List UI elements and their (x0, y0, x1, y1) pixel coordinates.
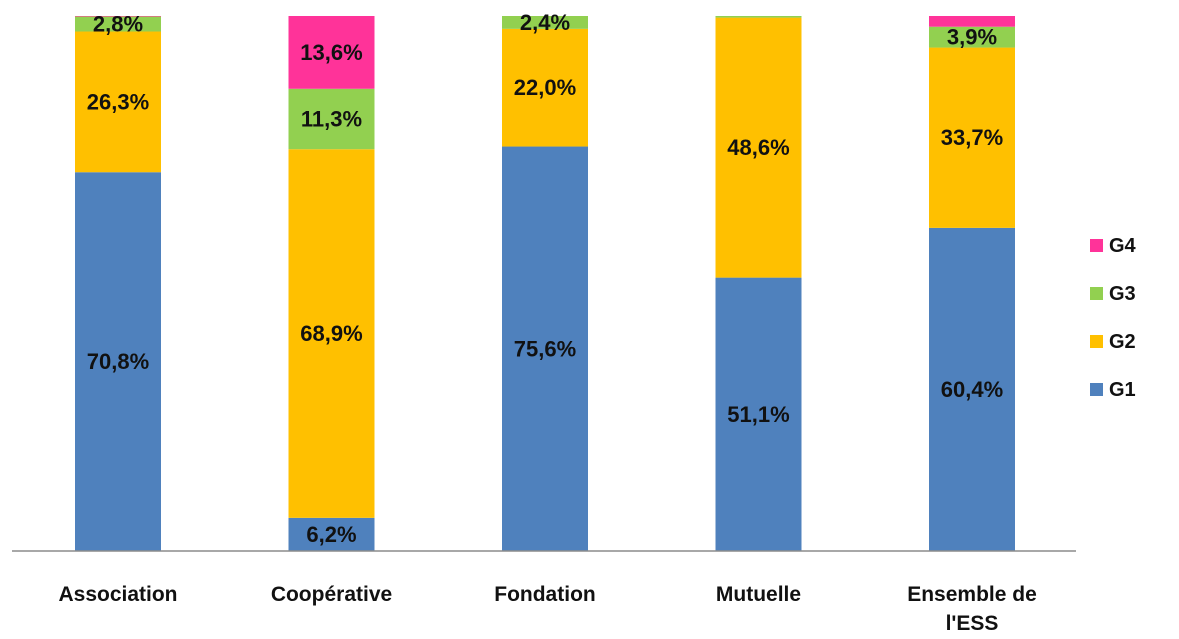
category-label-line: Coopérative (271, 583, 392, 606)
category-label-2: Fondation (494, 583, 595, 606)
data-label-g3-4: 3,9% (947, 25, 997, 50)
bars-layer (75, 16, 1015, 552)
category-label-line: l'ESS (946, 612, 999, 635)
category-label-line: Mutuelle (716, 583, 801, 606)
bar-segment-g4-4 (929, 16, 1015, 27)
bar-segment-g2-3 (715, 17, 802, 278)
category-label-1: Coopérative (271, 583, 392, 606)
bar-segment-g2-0 (75, 31, 161, 173)
data-label-g3-0: 2,8% (93, 12, 143, 37)
data-label-g2-0: 26,3% (87, 89, 149, 114)
legend-swatch-g1 (1090, 383, 1103, 396)
bar-segment-g4-1 (288, 16, 375, 89)
category-label-0: Association (58, 583, 177, 606)
bar-segment-g3-0 (75, 16, 161, 32)
bar-segment-g3-4 (929, 26, 1015, 48)
bar-segment-g1-4 (929, 227, 1015, 552)
category-label-4: Ensemble de l'ESS (907, 583, 1037, 635)
bar-segment-g2-4 (929, 47, 1015, 228)
category-labels-layer: Association Coopérative Fondation Mutuelle E… (58, 583, 1036, 635)
data-label-g1-2: 75,6% (514, 336, 576, 361)
legend-label-g4: G4 (1109, 235, 1137, 257)
legend-label-g2: G2 (1109, 331, 1136, 353)
bar-segment-g3-2 (502, 16, 588, 29)
data-label-g2-4: 33,7% (941, 125, 1003, 150)
bar-segment-g2-2 (502, 28, 588, 147)
legend-swatch-g3 (1090, 287, 1103, 300)
category-label-line: Association (58, 583, 177, 606)
data-label-g1-1: 6,2% (306, 522, 356, 547)
data-label-g3-1: 11,3% (301, 106, 362, 131)
data-label-g1-0: 70,8% (87, 349, 149, 374)
legend-label-g1: G1 (1109, 379, 1136, 401)
legend: G4 G3 G2 G1 (1090, 235, 1137, 401)
data-label-g2-1: 68,9% (300, 321, 362, 346)
bar-segment-g1-3 (715, 277, 802, 551)
legend-swatch-g2 (1090, 335, 1103, 348)
data-labels-layer: 70,8% 26,3% 2,8% 6,2% 68,9% 11,3% 13,6% 75,6% 22… (87, 10, 1003, 547)
bar-segment-g1-1 (288, 517, 375, 551)
data-label-g1-3: 51,1% (727, 402, 789, 427)
data-label-g4-1: 13,6% (300, 40, 362, 65)
data-label-g2-3: 48,6% (727, 135, 789, 160)
bar-segment-g2-1 (288, 149, 375, 518)
category-label-line: Ensemble de (907, 583, 1037, 606)
bar-segment-g4-0 (75, 16, 161, 17)
bar-segment-g3-3 (715, 16, 802, 18)
data-label-g3-2: 2,4% (520, 10, 570, 35)
category-label-3: Mutuelle (716, 583, 801, 606)
bar-segment-g1-0 (75, 172, 161, 551)
category-label-line: Fondation (494, 583, 595, 606)
bar-segment-g3-1 (288, 88, 375, 150)
data-label-g1-4: 60,4% (941, 377, 1003, 402)
data-label-g2-2: 22,0% (514, 75, 576, 100)
legend-label-g3: G3 (1109, 283, 1136, 305)
legend-swatch-g4 (1090, 239, 1103, 252)
bar-segment-g1-2 (502, 146, 588, 552)
